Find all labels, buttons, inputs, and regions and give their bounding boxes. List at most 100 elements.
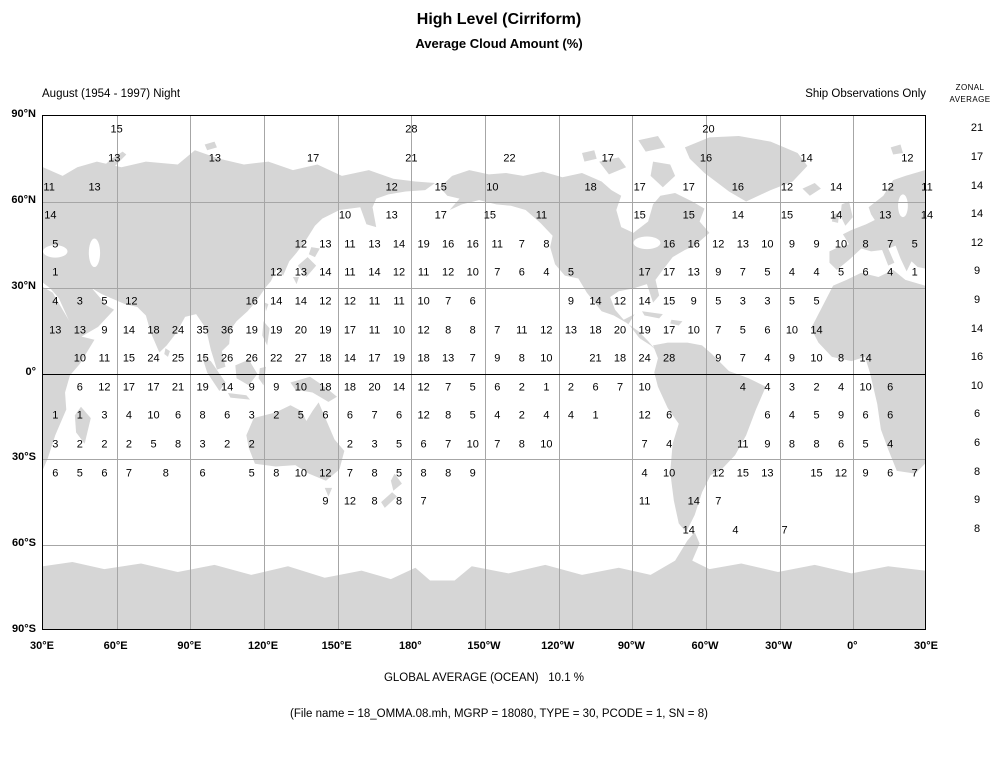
cloud-amount-value: 14 (589, 295, 602, 308)
cloud-amount-value: 11 (921, 181, 933, 194)
cloud-amount-value: 6 (862, 266, 869, 279)
cloud-amount-value: 9 (248, 381, 255, 394)
cloud-amount-value: 6 (420, 438, 427, 451)
landmass-victoria-island (599, 157, 627, 175)
cloud-amount-value: 10 (785, 324, 799, 337)
cloud-amount-value: 21 (589, 352, 602, 365)
cloud-amount-value: 9 (322, 495, 329, 508)
landmass-africa-west (811, 269, 925, 474)
cloud-amount-value: 7 (641, 438, 648, 451)
landmass-sri-lanka (164, 348, 170, 357)
cloud-amount-value: 3 (788, 381, 795, 394)
cloud-amount-value: 4 (764, 352, 771, 365)
cloud-amount-value: 14 (810, 324, 823, 337)
landmass-greenland (684, 135, 808, 202)
cloud-amount-value: 35 (196, 324, 209, 337)
cloud-amount-value: 36 (221, 324, 234, 337)
longitude-tick-label: 150°E (321, 640, 352, 652)
cloud-amount-value: 14 (270, 295, 283, 308)
landmass-hispaniola (670, 319, 683, 326)
longitude-tick-label: 120°E (247, 640, 279, 652)
cloud-amount-value: 5 (862, 438, 869, 451)
cloud-amount-value: 6 (666, 409, 673, 422)
cloud-amount-value: 14 (682, 524, 695, 537)
cloud-amount-value: 20 (294, 324, 307, 337)
cloud-amount-value: 10 (540, 438, 553, 451)
cloud-amount-value: 8 (273, 467, 280, 480)
gridline-vertical (116, 116, 118, 629)
longitude-tick-label: 0° (847, 640, 858, 652)
landmass-madagascar (74, 406, 91, 444)
cloud-amount-value: 4 (788, 266, 795, 279)
cloud-amount-value: 8 (788, 438, 795, 451)
cloud-amount-value: 12 (417, 381, 430, 394)
zonal-averages-column: 21 17 14 14 12 9 9 14 16 10 6 6 8 9 8 (952, 115, 998, 630)
longitude-tick-label: 30°E (914, 640, 938, 652)
cloud-amount-value: 13 (108, 152, 121, 165)
cloud-amount-value: 5 (911, 238, 918, 251)
cloud-amount-value: 17 (663, 324, 676, 337)
cloud-amount-value: 2 (125, 438, 132, 451)
zonal-label-line2: AVERAGE (949, 95, 991, 104)
cloud-amount-value: 8 (420, 467, 427, 480)
cloud-amount-value: 5 (469, 381, 476, 394)
cloud-amount-value: 2 (346, 438, 353, 451)
cloud-amount-value: 12 (712, 467, 725, 480)
cloud-amount-value: 4 (543, 409, 550, 422)
cloud-amount-value: 2 (76, 438, 83, 451)
cloud-amount-value: 2 (518, 409, 525, 422)
cloud-amount-value: 3 (371, 438, 378, 451)
cloud-amount-value: 9 (788, 238, 795, 251)
cloud-amount-value: 18 (613, 352, 627, 365)
cloud-amount-value: 4 (641, 467, 648, 480)
cloud-amount-value: 6 (52, 467, 59, 480)
cloud-amount-value: 10 (294, 381, 307, 394)
cloud-amount-value: 17 (147, 381, 160, 394)
page-subtitle: Average Cloud Amount (%) (415, 36, 583, 51)
cloud-amount-value: 9 (690, 295, 697, 308)
baltic-sea (898, 194, 908, 218)
zonal-average-value: 14 (970, 208, 984, 221)
cloud-amount-value: 5 (813, 295, 820, 308)
cloud-amount-value: 19 (417, 238, 430, 251)
cloud-amount-value: 8 (395, 495, 403, 508)
page-title: High Level (Cirriform) (416, 11, 582, 28)
cloud-amount-value: 9 (567, 295, 574, 308)
cloud-amount-value: 7 (715, 495, 722, 508)
cloud-amount-value: 4 (666, 438, 673, 451)
cloud-amount-value: 13 (294, 266, 307, 279)
cloud-amount-value: 8 (199, 409, 206, 422)
cloud-amount-value: 4 (887, 438, 894, 451)
cloud-amount-value: 7 (125, 467, 132, 480)
cloud-amount-value: 3 (248, 409, 255, 422)
file-info-caption: (File name = 18_OMMA.08.mh, MGRP = 18080… (290, 708, 708, 720)
cloud-amount-value: 8 (174, 438, 182, 451)
landmass-africa-east (43, 287, 95, 470)
cloud-amount-value: 11 (516, 324, 528, 337)
cloud-amount-value: 10 (147, 409, 160, 422)
gridline-vertical (485, 116, 486, 629)
landmass-taiwan (264, 302, 269, 312)
cloud-amount-value: 6 (764, 324, 771, 337)
cloud-amount-value: 2 (518, 381, 525, 394)
cloud-amount-value: 7 (445, 381, 452, 394)
cloud-amount-value: 6 (494, 381, 501, 394)
cloud-amount-value: 5 (150, 438, 157, 451)
cloud-amount-value: 8 (837, 352, 845, 365)
cloud-amount-value: 4 (739, 381, 746, 394)
cloud-amount-value: 17 (306, 152, 320, 165)
cloud-amount-value: 9 (764, 438, 771, 451)
cloud-amount-value: 7 (494, 266, 501, 279)
cloud-amount-value: 12 (343, 495, 357, 508)
cloud-amount-value: 5 (764, 266, 771, 279)
cloud-amount-value: 9 (469, 467, 476, 480)
cloud-amount-value: 14 (392, 238, 406, 251)
zonal-average-value: 9 (973, 293, 981, 306)
longitude-tick-label: 90°W (617, 640, 645, 652)
cloud-amount-value: 5 (788, 295, 795, 308)
cloud-amount-value: 11 (43, 181, 55, 194)
cloud-amount-value: 12 (319, 467, 332, 480)
cloud-amount-value: 7 (494, 324, 501, 337)
longitude-tick-label: 60°W (691, 640, 719, 652)
cloud-amount-value: 5 (567, 266, 574, 279)
